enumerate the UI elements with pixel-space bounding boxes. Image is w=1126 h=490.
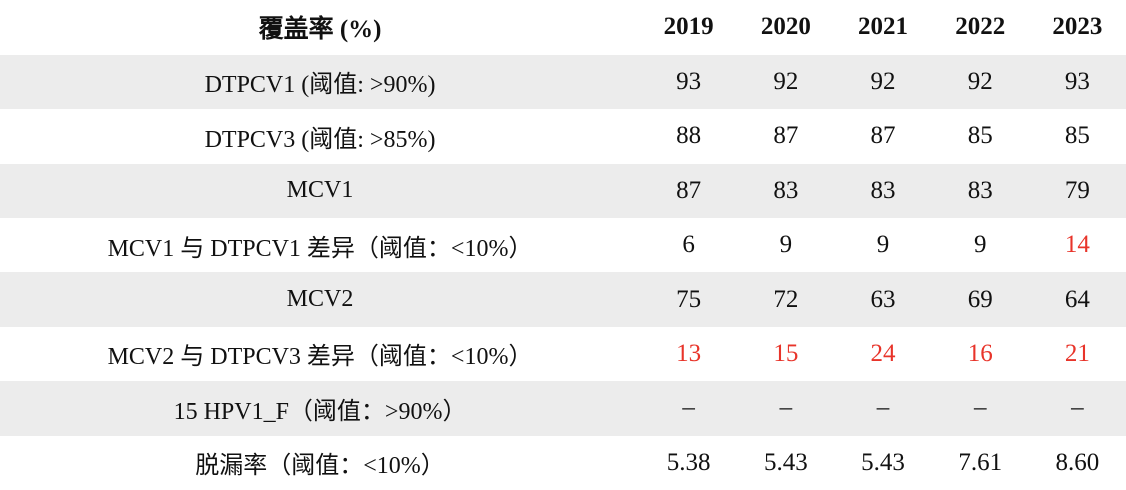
row-value: 24: [870, 339, 896, 367]
row-value: 64: [1064, 285, 1090, 313]
row-value: 92: [773, 67, 799, 95]
row-value: 92: [870, 67, 896, 95]
row-value: 72: [773, 285, 799, 313]
row-label: MCV2 与 DTPCV3 差异（阈值：<10%）: [107, 344, 533, 371]
row-value: –: [973, 394, 987, 422]
table-row: DTPCV1 (阈值: >90%) 93 92 92 92 93: [0, 54, 1126, 110]
row-value: 79: [1064, 176, 1090, 204]
row-value: 87: [870, 122, 896, 150]
table-row: MCV2 与 DTPCV3 差异（阈值：<10%） 13 15 24 16 21: [0, 326, 1126, 382]
header-year: 2023: [1052, 13, 1103, 41]
row-value: –: [876, 394, 890, 422]
row-value: 87: [773, 122, 799, 150]
row-label: 脱漏率（阈值：<10%）: [195, 453, 445, 480]
row-value: –: [779, 394, 793, 422]
row-value: 21: [1064, 339, 1090, 367]
row-value: 87: [676, 176, 702, 204]
header-year: 2019: [663, 13, 714, 41]
row-label: MCV2: [286, 286, 354, 313]
row-value: 14: [1064, 231, 1090, 259]
row-value: 15: [773, 339, 799, 367]
row-label: 15 HPV1_F（阈值：>90%）: [173, 398, 467, 425]
row-label: DTPCV3 (阈值: >85%): [204, 126, 436, 153]
row-value: 13: [676, 339, 702, 367]
row-value: 83: [773, 176, 799, 204]
row-value: 9: [876, 231, 890, 259]
row-label: DTPCV1 (阈值: >90%): [204, 72, 436, 99]
row-value: 85: [1064, 122, 1090, 150]
table-row: MCV2 75 72 63 69 64: [0, 272, 1126, 327]
row-value: 5.43: [763, 448, 808, 476]
table-row: DTPCV3 (阈值: >85%) 88 87 87 85 85: [0, 109, 1126, 164]
row-value: 75: [676, 285, 702, 313]
row-value: 9: [779, 231, 793, 259]
row-value: 85: [967, 122, 993, 150]
row-value: –: [1071, 394, 1084, 422]
row-value: 8.60: [1055, 448, 1100, 476]
row-value: 93: [676, 67, 702, 95]
table-row: MCV1 与 DTPCV1 差异（阈值：<10%） 6 9 9 9 14: [0, 217, 1126, 273]
header-year: 2021: [858, 13, 908, 41]
header-row: 覆盖率 (%) 2019 2020 2021 2022 2023: [0, 0, 1126, 55]
header-year: 2020: [760, 13, 811, 41]
row-value: 83: [870, 176, 896, 204]
header-year: 2022: [955, 13, 1006, 41]
row-label: MCV1: [286, 177, 354, 204]
row-value: 69: [967, 285, 993, 313]
row-value: 92: [967, 67, 993, 95]
row-value: 7.61: [958, 448, 1003, 476]
table-row: 15 HPV1_F（阈值：>90%） – – – – –: [0, 381, 1126, 436]
row-value: 16: [967, 339, 993, 367]
row-value: 5.43: [861, 448, 905, 476]
table-row: 脱漏率（阈值：<10%） 5.38 5.43 5.43 7.61 8.60: [0, 435, 1126, 490]
row-value: 6: [682, 231, 695, 259]
row-value: 63: [870, 285, 896, 313]
row-value: 9: [973, 231, 987, 259]
row-value: 5.38: [666, 448, 711, 476]
row-value: 88: [676, 122, 702, 150]
header-label: 覆盖率 (%): [258, 16, 382, 44]
table-row: MCV1 87 83 83 83 79: [0, 163, 1126, 218]
row-value: –: [682, 394, 695, 422]
row-value: 83: [967, 176, 993, 204]
row-value: 93: [1064, 67, 1090, 95]
row-label: MCV1 与 DTPCV1 差异（阈值：<10%）: [107, 235, 533, 262]
